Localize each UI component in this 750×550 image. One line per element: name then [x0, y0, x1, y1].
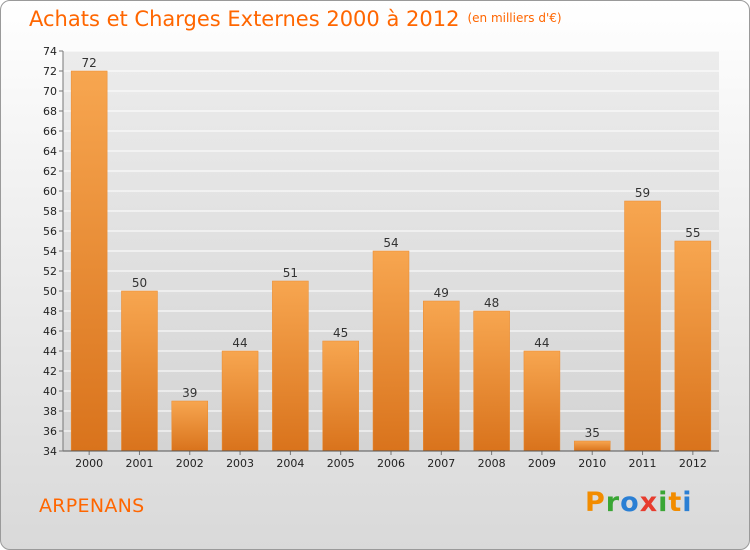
chart-title-text: Achats et Charges Externes 2000 à 2012 [29, 7, 460, 31]
x-tick-label: 2001 [125, 457, 153, 470]
bar-2008 [473, 310, 510, 452]
place-name: ARPENANS [39, 495, 145, 517]
bar-value-label: 54 [383, 236, 398, 250]
y-tick-label: 48 [43, 305, 57, 318]
y-tick-label: 46 [43, 325, 57, 338]
y-tick-label: 70 [43, 85, 57, 98]
bar-value-label: 48 [484, 296, 499, 310]
y-tick-label: 42 [43, 365, 57, 378]
bar-value-label: 55 [685, 226, 700, 240]
x-axis: 2000 2001 2002 2003 2004 2005 2006 2007 2008 2009… [75, 451, 707, 470]
y-tick-label: 56 [43, 225, 57, 238]
x-tick-label: 2010 [578, 457, 606, 470]
bar-value-label: 35 [585, 426, 600, 440]
y-tick-label: 64 [43, 145, 57, 158]
bar-2000 [70, 70, 108, 452]
bar-2003 [221, 350, 259, 452]
logo-letter: o [620, 487, 640, 518]
x-tick-label: 2002 [176, 457, 204, 470]
x-tick-label: 2003 [226, 457, 254, 470]
bar-value-label: 44 [232, 336, 247, 350]
proxiti-logo: Proxiti [585, 487, 693, 518]
y-tick-label: 62 [43, 165, 57, 178]
bar-value-label: 44 [534, 336, 549, 350]
y-tick-label: 66 [43, 125, 57, 138]
logo-letter: P [585, 487, 606, 518]
bar-value-label: 45 [333, 326, 348, 340]
logo-letter: x [639, 487, 659, 518]
logo-letter: r [605, 487, 621, 518]
bar-2005 [322, 340, 359, 452]
bar-value-label: 50 [132, 276, 147, 290]
x-tick-label: 2004 [276, 457, 304, 470]
x-tick-label: 2005 [327, 457, 355, 470]
bar-2002 [171, 400, 209, 452]
x-tick-label: 2009 [528, 457, 556, 470]
y-tick-label: 50 [43, 285, 57, 298]
bar-2004 [272, 280, 309, 452]
y-tick-label: 58 [43, 205, 57, 218]
chart-unit: (en milliers d'€) [467, 11, 562, 25]
y-tick-label: 34 [43, 445, 57, 458]
bar-2009 [523, 350, 561, 452]
chart-title: Achats et Charges Externes 2000 à 2012 (e… [29, 7, 562, 31]
y-tick-label: 44 [43, 345, 57, 358]
bar-value-label: 39 [182, 386, 197, 400]
bar-value-label: 49 [434, 286, 449, 300]
y-tick-label: 72 [43, 65, 57, 78]
x-tick-label: 2008 [478, 457, 506, 470]
y-tick-label: 68 [43, 105, 57, 118]
y-tick-label: 40 [43, 385, 57, 398]
y-axis: 34 36 38 40 42 44 46 48 50 52 54 56 58 60 62 64 66 68 70 72… [43, 45, 63, 458]
bar-value-label: 72 [82, 56, 97, 70]
bar-2010 [573, 440, 611, 452]
logo-letter: i [658, 487, 669, 518]
y-tick-label: 74 [43, 45, 57, 58]
y-tick-label: 54 [43, 245, 57, 258]
x-tick-label: 2011 [629, 457, 657, 470]
y-tick-label: 60 [43, 185, 57, 198]
bar-2012 [674, 240, 712, 452]
bar-2006 [372, 250, 410, 452]
y-tick-label: 36 [43, 425, 57, 438]
x-tick-label: 2006 [377, 457, 405, 470]
logo-letter: i [682, 487, 693, 518]
x-tick-label: 2000 [75, 457, 103, 470]
x-tick-label: 2012 [679, 457, 707, 470]
x-tick-label: 2007 [427, 457, 455, 470]
bar-value-label: 59 [635, 186, 650, 200]
bar-2011 [624, 200, 661, 452]
bar-2001 [121, 290, 158, 452]
bar-2007 [423, 300, 460, 452]
y-tick-label: 38 [43, 405, 57, 418]
bar-value-label: 51 [283, 266, 298, 280]
logo-letter: t [668, 487, 683, 518]
y-tick-label: 52 [43, 265, 57, 278]
